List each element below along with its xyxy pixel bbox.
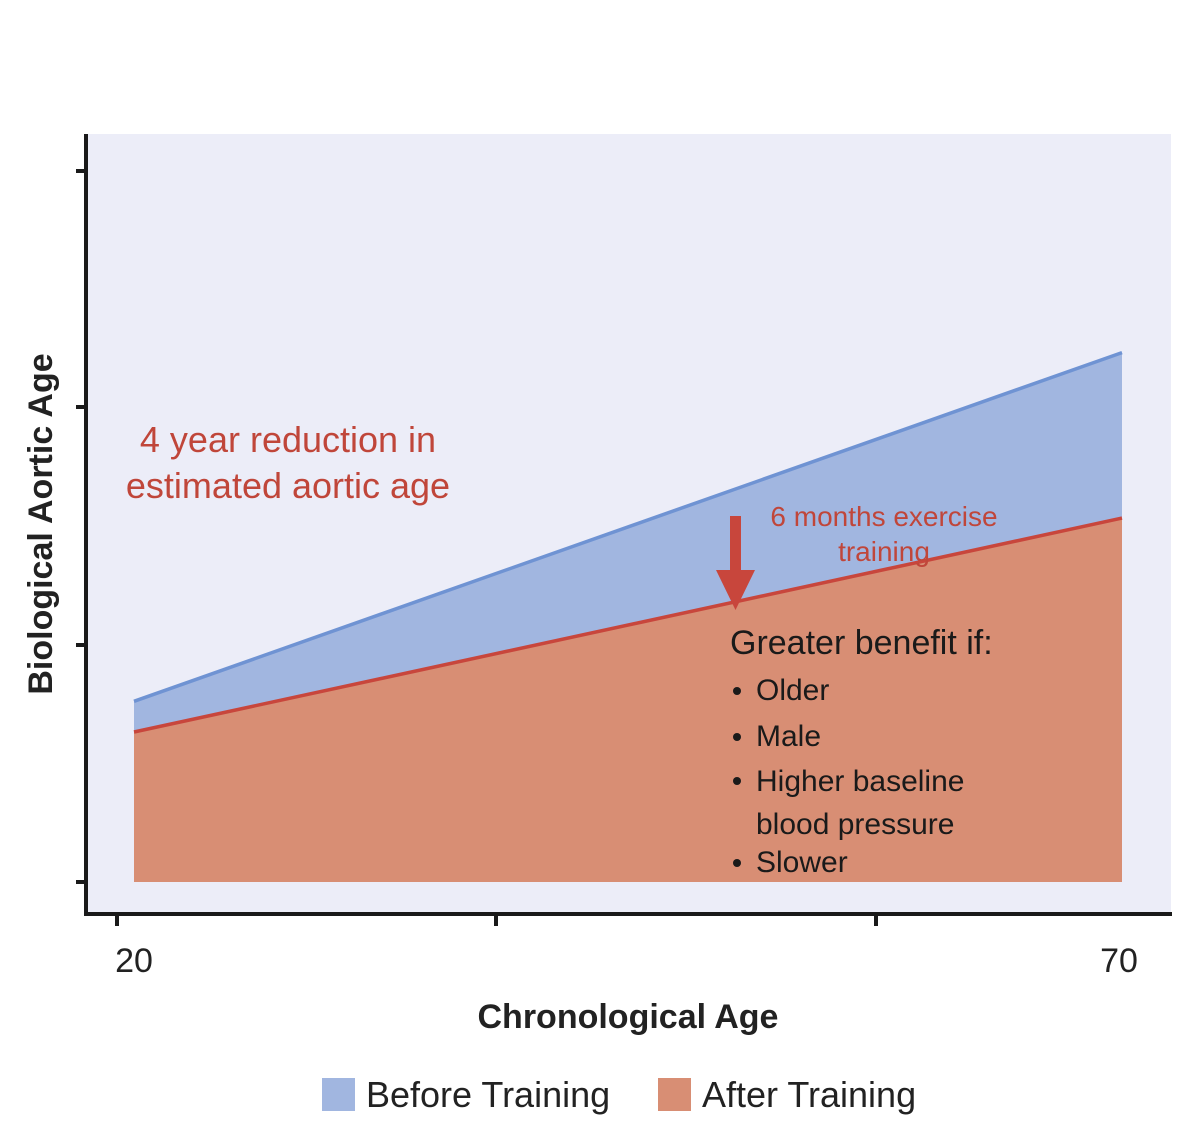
- legend-label-after-training: After Training: [702, 1074, 916, 1115]
- benefit-item-slower: Slower: [756, 846, 848, 879]
- bullet-icon: [733, 687, 741, 695]
- legend-swatch-before-training: [322, 1078, 355, 1111]
- line-before-training: [133, 350, 1123, 703]
- benefit-title: Greater benefit if:: [730, 624, 993, 662]
- legend-swatch-after-training: [658, 1078, 691, 1111]
- area-after-training: [134, 518, 1122, 882]
- down-arrow-icon: [716, 516, 755, 610]
- tick-layer: [76, 169, 878, 926]
- benefit-list: Older Male Higher baseline blood pressur…: [733, 674, 964, 879]
- bullet-icon: [733, 733, 741, 741]
- x-tick-label-70: 70: [1100, 942, 1138, 980]
- benefit-item-blood-pressure: blood pressure: [756, 808, 954, 841]
- area-layer: [133, 350, 1123, 883]
- x-tick-label-20: 20: [115, 942, 153, 980]
- y-axis-title: Biological Aortic Age: [22, 353, 60, 694]
- benefit-item-male: Male: [756, 720, 821, 753]
- arrow-label-line-1: 6 months exercise: [770, 501, 997, 532]
- legend-label-before-training: Before Training: [366, 1074, 610, 1115]
- arrow-label-line-2: training: [838, 536, 930, 567]
- bullet-icon: [733, 777, 741, 785]
- benefit-item-higher-baseline: Higher baseline: [756, 765, 964, 798]
- legend: Before Training After Training: [322, 1074, 916, 1115]
- x-axis-title: Chronological Age: [478, 998, 779, 1036]
- headline-line-2: estimated aortic age: [126, 465, 450, 506]
- line-after-training: [133, 516, 1123, 734]
- headline-line-1: 4 year reduction in: [140, 419, 436, 460]
- bullet-icon: [733, 859, 741, 867]
- benefit-item-older: Older: [756, 674, 829, 707]
